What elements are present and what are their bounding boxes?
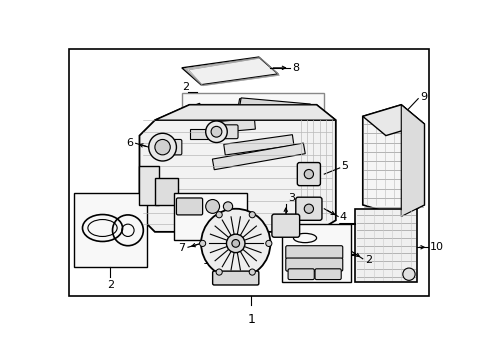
Bar — [182, 93, 324, 174]
Polygon shape — [401, 105, 424, 216]
Text: 2: 2 — [365, 255, 372, 265]
FancyBboxPatch shape — [297, 163, 320, 186]
FancyBboxPatch shape — [315, 269, 341, 280]
Text: 11: 11 — [203, 256, 218, 266]
Bar — [355, 209, 416, 282]
Text: 1: 1 — [247, 313, 255, 326]
Circle shape — [216, 269, 222, 275]
Polygon shape — [182, 57, 278, 85]
Circle shape — [201, 209, 270, 278]
Circle shape — [206, 121, 227, 143]
FancyBboxPatch shape — [213, 271, 259, 285]
Polygon shape — [212, 143, 305, 170]
Polygon shape — [363, 105, 424, 216]
Circle shape — [206, 199, 220, 213]
Polygon shape — [212, 118, 255, 133]
Circle shape — [232, 239, 240, 247]
Circle shape — [403, 268, 415, 280]
Circle shape — [304, 170, 314, 179]
FancyBboxPatch shape — [176, 198, 203, 215]
Circle shape — [216, 212, 222, 218]
Text: 6: 6 — [126, 138, 133, 148]
FancyBboxPatch shape — [165, 139, 182, 155]
Circle shape — [223, 202, 233, 211]
FancyBboxPatch shape — [296, 197, 322, 220]
Bar — [69, 49, 429, 296]
Polygon shape — [238, 99, 309, 114]
Text: 2: 2 — [182, 82, 189, 92]
Circle shape — [155, 139, 171, 155]
FancyBboxPatch shape — [272, 214, 300, 237]
Circle shape — [304, 204, 314, 213]
Text: 10: 10 — [430, 242, 444, 252]
Bar — [155, 178, 178, 205]
Polygon shape — [363, 105, 424, 136]
Bar — [282, 224, 351, 282]
Polygon shape — [140, 105, 336, 232]
Polygon shape — [155, 105, 336, 120]
Polygon shape — [192, 103, 203, 112]
FancyBboxPatch shape — [288, 269, 314, 280]
Circle shape — [199, 240, 206, 247]
FancyBboxPatch shape — [286, 258, 343, 271]
Text: 2: 2 — [107, 280, 114, 291]
Circle shape — [249, 269, 255, 275]
Text: 4: 4 — [340, 212, 347, 222]
Bar — [74, 193, 147, 266]
Circle shape — [149, 133, 176, 161]
FancyBboxPatch shape — [286, 246, 343, 259]
Circle shape — [226, 234, 245, 253]
FancyBboxPatch shape — [222, 125, 238, 139]
Circle shape — [211, 126, 222, 137]
Polygon shape — [190, 130, 220, 139]
Polygon shape — [240, 98, 311, 113]
Circle shape — [266, 240, 272, 247]
Text: 9: 9 — [420, 92, 427, 102]
Circle shape — [249, 212, 255, 218]
Bar — [140, 166, 159, 205]
Text: 3: 3 — [288, 193, 295, 203]
Text: 5: 5 — [341, 161, 348, 171]
Bar — [174, 193, 247, 239]
Text: 7: 7 — [178, 243, 186, 253]
Polygon shape — [224, 135, 294, 155]
Text: 8: 8 — [292, 63, 299, 73]
